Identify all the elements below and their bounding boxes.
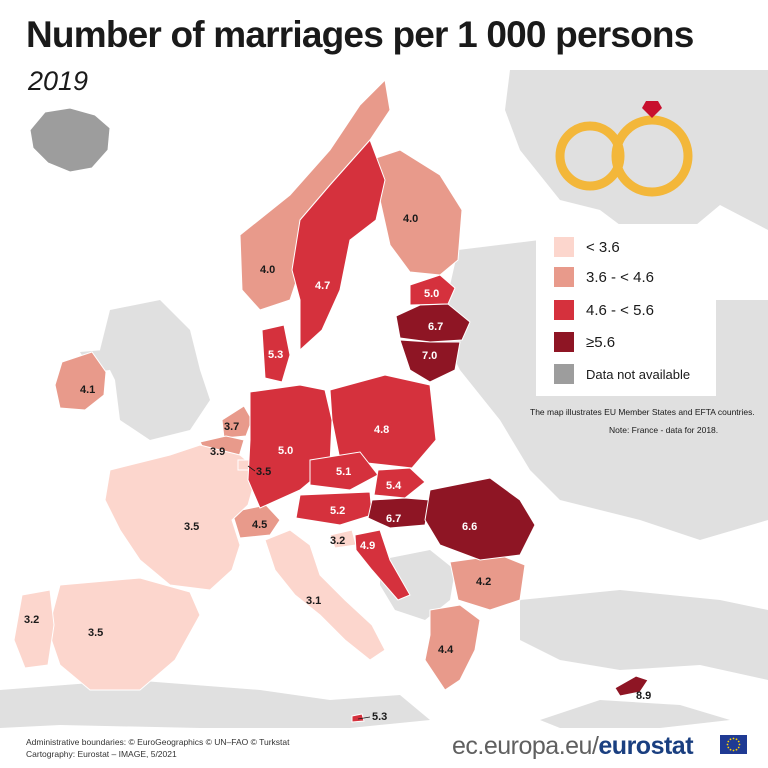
country-spain [47,577,201,691]
country-croatia [354,529,411,601]
label-germany: 5.0 [278,445,293,457]
label-portugal: 3.2 [24,614,39,626]
label-czechia: 5.1 [336,466,351,478]
legend-item-3-6-to-4-6: 3.6 - < 4.6 [554,266,654,288]
country-malta [351,713,365,723]
class-below-3-6 [13,444,386,691]
country-poland [329,374,437,469]
great-britain [100,300,210,440]
label-malta: 5.3 [372,711,387,723]
country-romania [424,477,536,561]
country-netherlands [221,405,253,439]
middle-east [540,700,730,728]
value-labels: 4.1 4.0 4.0 4.7 5.0 6.7 7.0 5.3 3.7 3.9 … [24,213,651,723]
label-denmark: 5.3 [268,349,283,361]
ring-gem [642,101,662,118]
legend-item-data-not-available: Data not available [554,363,690,385]
label-hungary: 6.7 [386,513,401,525]
legend-swatch [554,237,574,257]
turkey [520,590,768,680]
brand-name: eurostat [598,732,694,760]
country-hungary [367,497,431,529]
note-scope: The map illustrates EU Member States and… [530,407,755,417]
legend-swatch [554,364,574,384]
label-slovakia: 5.4 [386,480,402,492]
eurostat-brand: ec.europa.eu/eurostat [452,732,694,761]
label-france: 3.5 [184,521,199,533]
label-estonia: 5.0 [424,288,439,300]
label-norway: 4.0 [260,264,275,276]
country-austria [295,491,373,526]
label-lithuania: 7.0 [422,350,437,362]
country-estonia [409,274,456,306]
label-poland: 4.8 [374,424,389,436]
country-denmark [261,324,291,383]
label-cyprus: 8.9 [636,690,651,702]
legend-swatch [554,267,574,287]
label-sweden: 4.7 [315,280,330,292]
page-title: Number of marriages per 1 000 persons [26,14,694,55]
leader-luxembourg [247,465,256,472]
note-france: Note: France - data for 2018. [609,425,719,435]
leader-lines [247,465,371,720]
footer-boundaries: Administrative boundaries: © EuroGeograp… [26,737,290,747]
legend-item-below-3-6: < 3.6 [554,236,620,258]
label-bulgaria: 4.2 [476,576,491,588]
country-slovakia [373,467,426,499]
brand-url: ec.europa.eu/ [452,732,599,760]
label-latvia: 6.7 [428,321,443,333]
legend: < 3.6 3.6 - < 4.6 4.6 - < 5.6 ≥5.6 Data … [536,224,716,396]
label-slovenia: 3.2 [330,535,345,547]
country-greece [424,604,481,691]
leader-malta [357,716,371,720]
legend-label: ≥5.6 [586,333,616,351]
class-5-6-and-above [367,303,649,697]
country-czechia [309,451,379,491]
legend-swatch [554,300,574,320]
russia-north [505,70,768,240]
legend-label: Data not available [586,366,691,382]
page-subtitle: 2019 [28,66,89,96]
label-luxembourg: 3.5 [256,466,271,478]
eu-flag-icon [720,735,747,754]
country-latvia [395,303,471,343]
country-cyprus [614,675,649,697]
label-romania: 6.6 [462,521,477,533]
country-italy [264,529,386,661]
legend-label: < 3.6 [586,238,620,256]
label-belgium: 3.9 [210,446,225,458]
country-ireland [54,351,107,411]
country-sweden [291,139,386,352]
legend-swatch [554,332,574,352]
country-france [104,444,259,591]
western-balkans [380,550,455,620]
wedding-rings-illustration [555,101,693,197]
country-lithuania [399,339,461,383]
label-croatia: 4.9 [360,540,375,552]
country-finland [369,149,463,276]
legend-item-5-6-and-above: ≥5.6 [554,331,615,353]
label-spain: 3.5 [88,627,103,639]
label-switzerland: 4.5 [252,519,267,531]
country-portugal [13,589,55,669]
label-netherlands: 3.7 [224,421,239,433]
label-finland: 4.0 [403,213,418,225]
north-africa [0,680,430,728]
legend-label: 4.6 - < 5.6 [586,301,654,319]
country-iceland [29,107,111,173]
legend-item-4-6-to-5-6: 4.6 - < 5.6 [554,299,654,321]
label-austria: 5.2 [330,505,345,517]
class-4-6-to-5-6 [247,139,456,723]
label-italy: 3.1 [306,595,321,607]
footer-cartography: Cartography: Eurostat – IMAGE, 5/2021 [26,749,177,759]
legend-label: 3.6 - < 4.6 [586,268,654,286]
label-greece: 4.4 [438,644,454,656]
ring-right [611,115,693,197]
label-ireland: 4.1 [80,384,95,396]
